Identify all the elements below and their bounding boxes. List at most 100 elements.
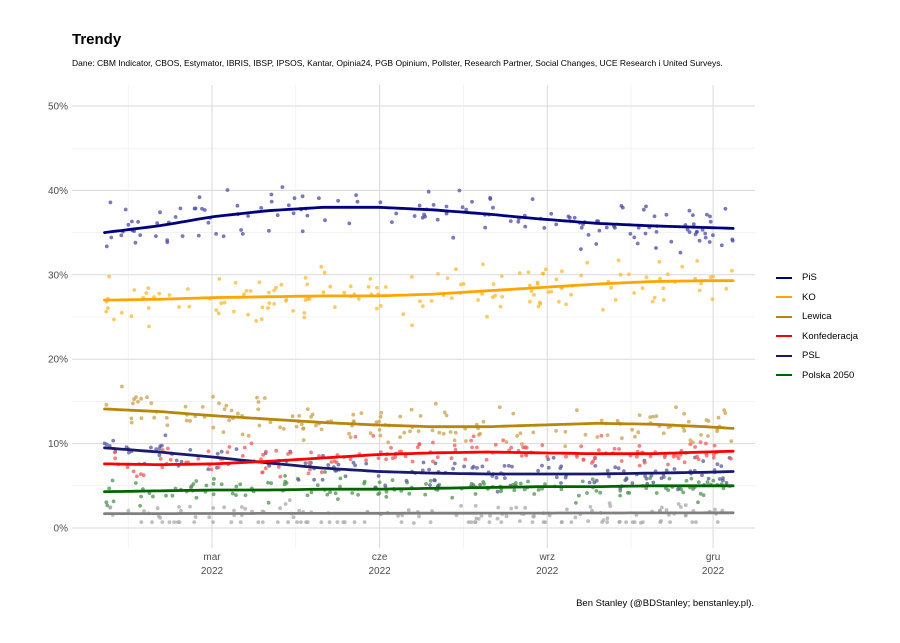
poll-point-other (327, 520, 332, 524)
poll-point-ko (375, 306, 379, 311)
poll-point-konfederacja (264, 449, 268, 454)
poll-point-psl (234, 447, 239, 451)
poll-point-pis (390, 220, 394, 225)
poll-point-other (399, 520, 404, 524)
poll-point-lewica (633, 434, 637, 439)
poll-point-psl (649, 473, 654, 478)
poll-point-lewica (682, 428, 687, 433)
poll-point-psl (179, 459, 184, 464)
poll-point-psl (672, 467, 677, 471)
poll-point-psl (404, 478, 409, 483)
poll-point-ko (302, 311, 307, 315)
poll-point-other (694, 520, 698, 524)
chart-caption: Ben Stanley (@BDStanley; benstanley.pl). (576, 598, 754, 609)
poll-point-ko (695, 259, 700, 263)
poll-point-ko (272, 288, 276, 293)
poll-point-ko (232, 309, 236, 314)
poll-point-konfederacja (307, 460, 312, 465)
poll-point-ko (543, 267, 548, 272)
poll-point-polska-2050 (522, 487, 527, 492)
poll-point-konfederacja (712, 443, 717, 448)
poll-point-ko (658, 276, 662, 281)
poll-point-lewica (145, 395, 149, 400)
poll-point-polska-2050 (110, 478, 115, 483)
poll-point-pis (336, 198, 340, 203)
poll-point-pis (654, 246, 658, 250)
poll-point-pis (719, 243, 724, 248)
trend-line-lewica (103, 407, 735, 430)
poll-point-konfederacja (637, 463, 642, 468)
trend-line-pis (103, 205, 735, 234)
poll-point-other (295, 520, 299, 524)
poll-point-konfederacja (403, 454, 408, 459)
poll-point-lewica (129, 416, 134, 421)
poll-point-konfederacja (452, 443, 457, 448)
poll-point-pis (378, 200, 383, 205)
poll-point-lewica (379, 410, 384, 415)
poll-point-psl (296, 478, 301, 482)
poll-point-other (715, 520, 720, 524)
poll-point-ko (652, 295, 657, 300)
poll-point-pis (579, 225, 584, 230)
poll-point-polska-2050 (526, 479, 530, 484)
poll-point-lewica (441, 431, 446, 436)
poll-point-ko (167, 293, 172, 297)
trend-lines (103, 205, 735, 516)
poll-point-polska-2050 (204, 483, 209, 488)
poll-point-ko (579, 273, 584, 278)
poll-point-ko (112, 317, 116, 322)
poll-point-ko (284, 298, 288, 303)
poll-point-other (172, 520, 177, 524)
poll-point-ko (214, 308, 219, 312)
legend-item: Polska 2050 (776, 366, 858, 386)
poll-point-lewica (301, 438, 306, 442)
poll-point-polska-2050 (384, 495, 389, 499)
poll-point-lewica (294, 424, 299, 429)
poll-point-konfederacja (216, 465, 221, 470)
poll-point-polska-2050 (559, 487, 564, 492)
poll-point-psl (343, 474, 348, 479)
legend-label: Konfederacja (802, 330, 858, 342)
poll-point-polska-2050 (164, 493, 168, 498)
poll-point-psl (587, 480, 592, 485)
poll-point-ko (129, 314, 134, 319)
poll-point-lewica (211, 394, 215, 399)
poll-point-pis (305, 213, 310, 218)
poll-point-lewica (314, 423, 318, 428)
poll-point-pis (275, 213, 280, 218)
poll-point-psl (502, 464, 507, 468)
poll-point-psl (607, 474, 611, 479)
poll-point-ko (303, 298, 308, 302)
poll-point-ko (697, 288, 702, 293)
poll-point-ko (528, 283, 532, 288)
poll-point-other (523, 505, 528, 510)
poll-point-ko (585, 260, 590, 265)
poll-point-lewica (262, 396, 267, 400)
poll-point-ko (499, 274, 504, 278)
poll-point-pis (549, 211, 554, 216)
poll-point-lewica (120, 384, 124, 389)
poll-point-pis (567, 215, 572, 220)
poll-point-polska-2050 (701, 493, 706, 498)
poll-point-other (518, 519, 522, 523)
poll-point-other (319, 520, 324, 524)
poll-point-konfederacja (417, 442, 422, 446)
poll-point-pis (158, 210, 162, 215)
poll-point-lewica (278, 425, 282, 430)
poll-point-other (496, 505, 501, 510)
poll-point-ko (436, 272, 440, 276)
poll-point-polska-2050 (407, 491, 412, 496)
poll-point-lewica (430, 428, 435, 433)
poll-point-psl (451, 466, 455, 471)
poll-point-other (569, 520, 574, 524)
poll-point-lewica (319, 427, 324, 432)
poll-point-konfederacja (225, 450, 230, 455)
poll-point-lewica (722, 408, 727, 413)
poll-point-ko (216, 311, 221, 316)
poll-point-konfederacja (259, 457, 263, 462)
poll-point-other (588, 505, 593, 509)
poll-point-lewica (398, 414, 403, 419)
poll-point-ko (569, 292, 573, 297)
poll-point-ko (420, 304, 425, 308)
